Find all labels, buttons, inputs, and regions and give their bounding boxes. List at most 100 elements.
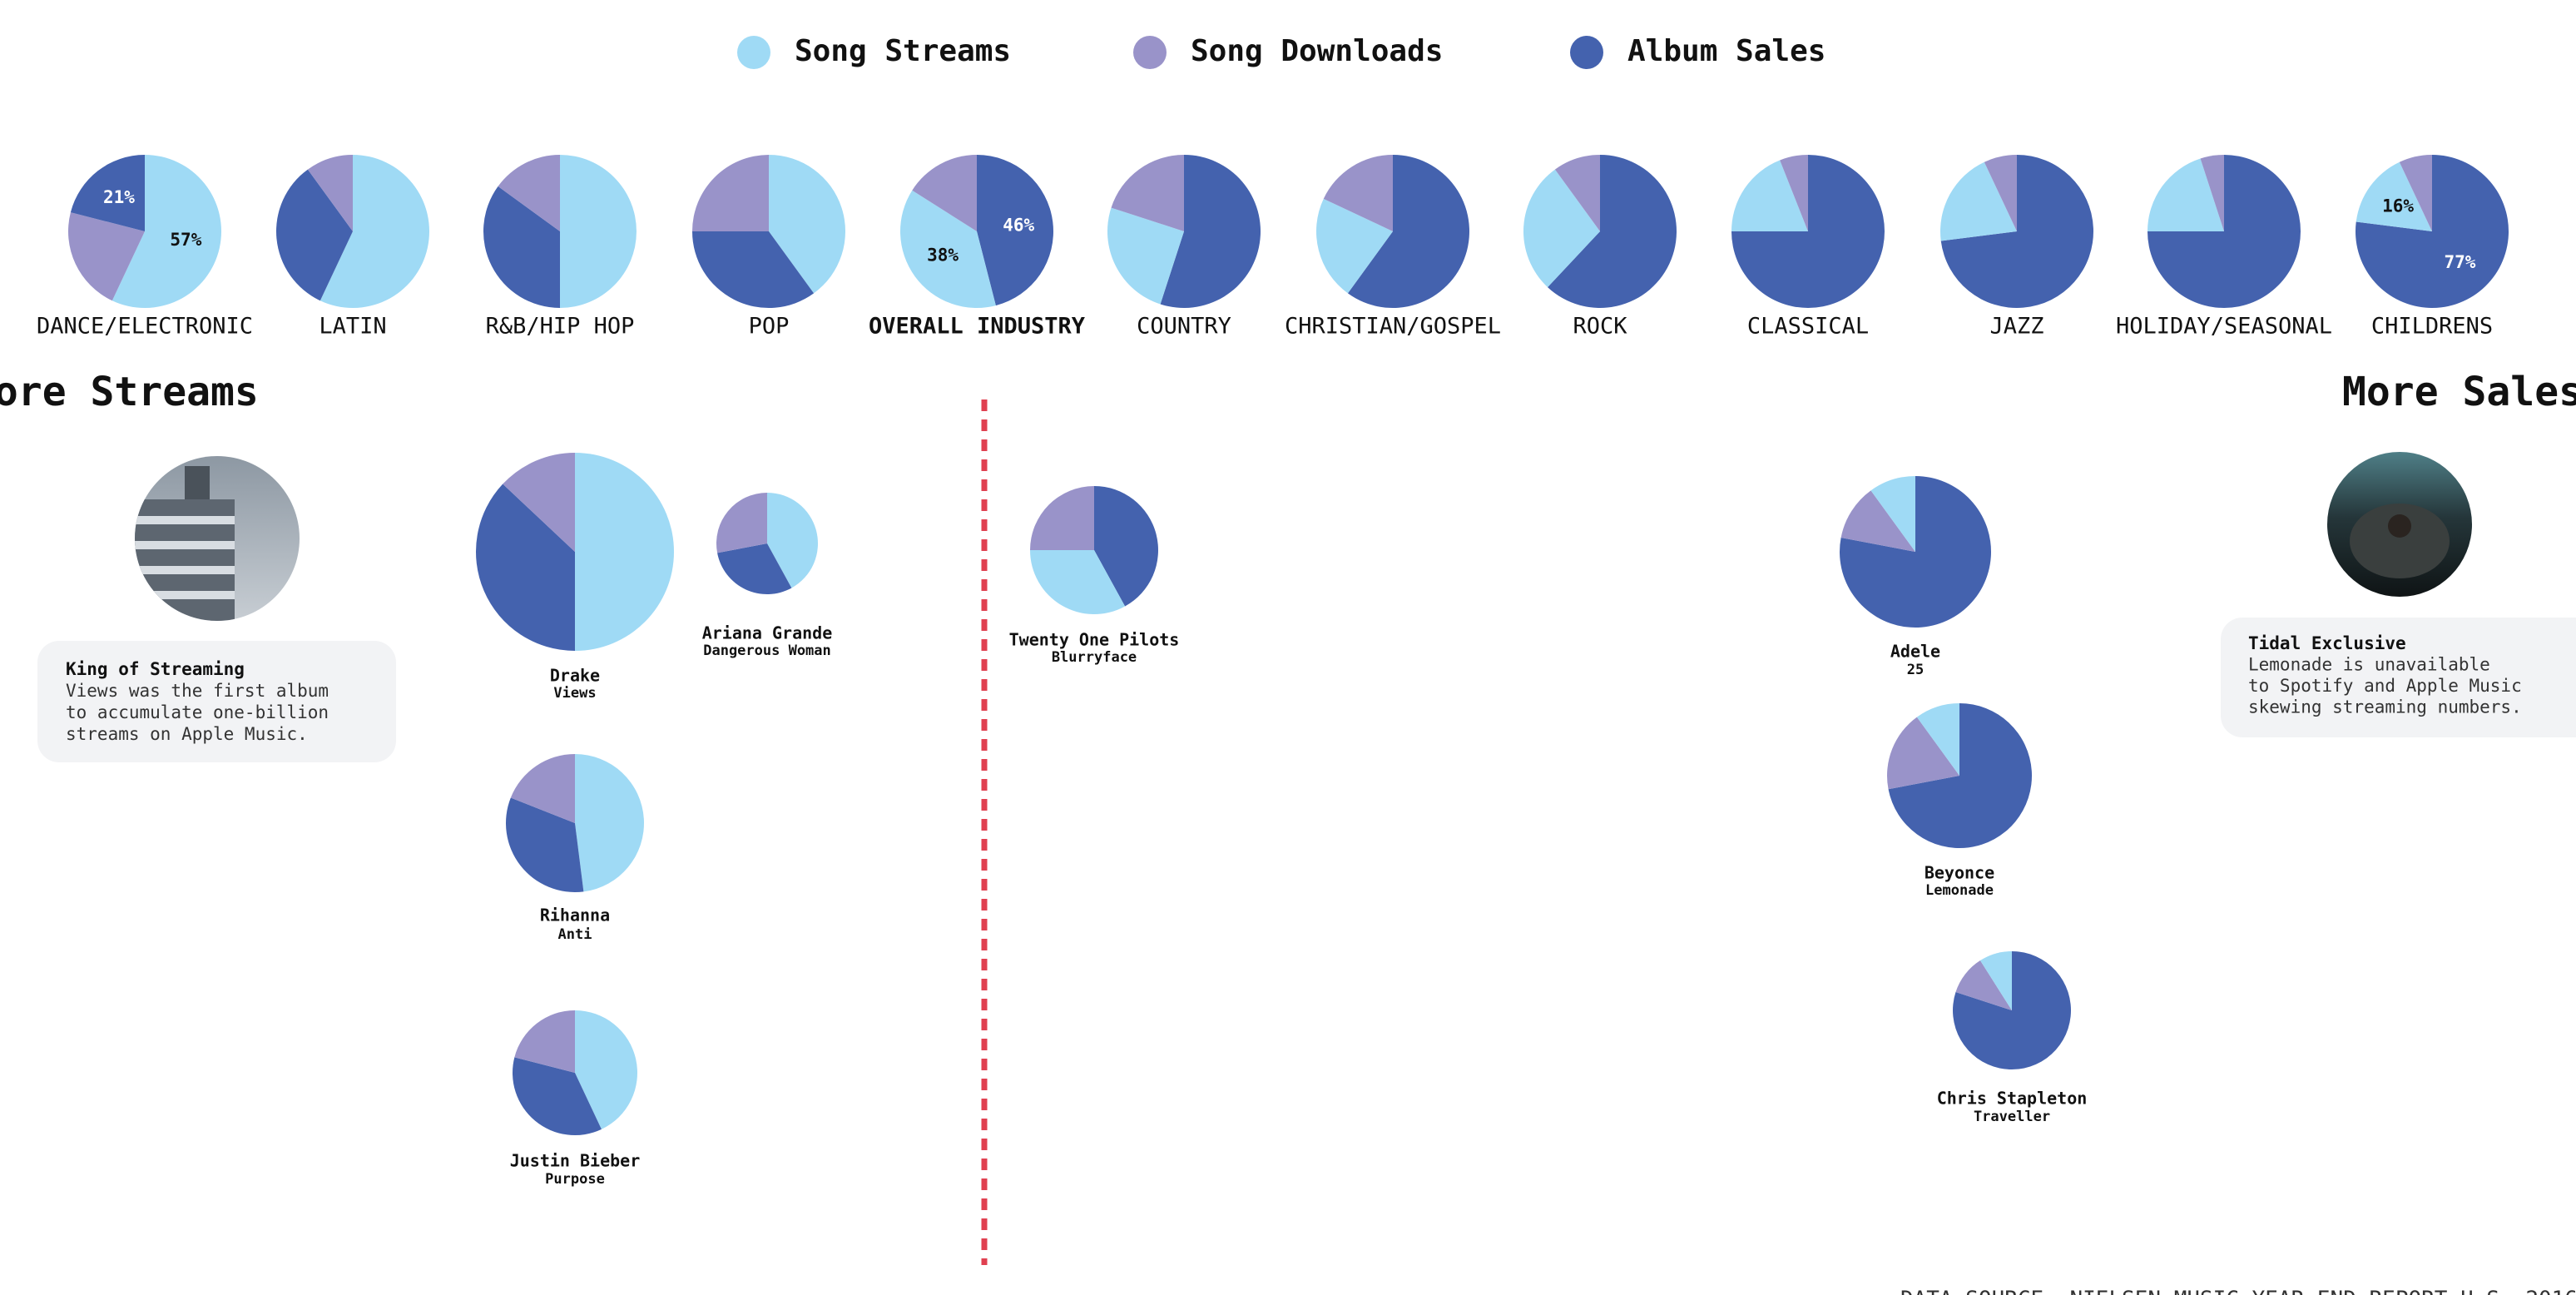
pie-slice <box>1955 960 2012 1010</box>
pie-slice <box>692 231 815 309</box>
heading: More Sales <box>2342 369 2576 415</box>
pie-slice <box>900 190 996 309</box>
pie-slice <box>1731 160 1808 231</box>
note-box <box>37 641 396 762</box>
legend-label: Album Sales <box>1627 34 1825 68</box>
note-title: Tidal Exclusive <box>2248 633 2406 653</box>
artist-album: Purpose <box>545 1171 605 1188</box>
genre-label: CHILDRENS <box>2371 314 2493 340</box>
pie-slice <box>506 797 584 893</box>
genre-label: CHRISTIAN/GOSPEL <box>1285 314 1501 340</box>
genre-label: LATIN <box>319 314 386 340</box>
pie-slice <box>1887 717 1959 790</box>
artist-name: Beyonce <box>1925 863 1994 883</box>
pie-slice <box>717 543 792 594</box>
pie-slice <box>767 493 818 588</box>
artist-album: 25 <box>1907 662 1924 678</box>
note-line: to accumulate one-billion <box>66 702 329 722</box>
artist-album: Views <box>553 685 596 702</box>
pie-value-label: 77% <box>2444 252 2475 272</box>
legend-swatch <box>737 36 770 69</box>
pie-slice <box>1979 951 2012 1010</box>
note-title: King of Streaming <box>66 659 245 679</box>
legend-label: Song Streams <box>795 34 1011 68</box>
pie-slice <box>1030 486 1094 550</box>
pie-value-label: 16% <box>2382 196 2414 216</box>
pie-slice <box>1523 169 1600 288</box>
genre-label: JAZZ <box>1989 314 2043 340</box>
pie-slice <box>1840 490 1915 552</box>
note-line: streams on Apple Music. <box>66 724 308 744</box>
legend-label: Song Downloads <box>1191 34 1443 68</box>
pie-slice <box>977 155 1054 306</box>
pie-slice <box>1916 703 1959 776</box>
genre-label: POP <box>749 314 790 340</box>
pie-slice <box>692 155 769 231</box>
note-line: to Spotify and Apple Music <box>2248 676 2522 696</box>
pie-slice <box>1888 703 2032 848</box>
pie-slice <box>2356 161 2432 231</box>
pie-slice <box>111 155 222 309</box>
genre-label: OVERALL INDUSTRY <box>869 314 1086 340</box>
legend-swatch <box>1133 36 1167 69</box>
pie-slice <box>276 169 353 301</box>
pie-slice <box>320 154 430 308</box>
source: DATA SOURCE: NIELSEN MUSIC YEAR END REPO… <box>1900 1288 2576 1295</box>
pie-slice <box>1840 476 1992 628</box>
pie-value-label: 38% <box>927 246 959 265</box>
artist-name: Rihanna <box>540 906 610 925</box>
pie-slice <box>510 753 575 823</box>
pie-slice <box>575 1010 638 1129</box>
pie-slice <box>560 155 637 308</box>
pie-slice <box>1780 155 1808 231</box>
pie-slice <box>512 1057 602 1136</box>
pie-slice <box>575 754 645 892</box>
pie-slice <box>2355 155 2509 309</box>
artist-album: Dangerous Woman <box>703 643 831 659</box>
artist-name: Justin Bieber <box>510 1151 641 1171</box>
pie-slice <box>1554 155 1600 231</box>
legend-swatch <box>1570 36 1603 69</box>
pie-slice <box>1870 476 1915 552</box>
pie-value-label: 21% <box>103 187 135 207</box>
artist-name: Adele <box>1890 642 1940 662</box>
artist-name: Drake <box>550 666 600 686</box>
genre-label: CLASSICAL <box>1747 314 1869 340</box>
pie-slice <box>1030 550 1126 614</box>
pie-slice <box>503 453 575 552</box>
note-line: skewing streaming numbers. <box>2248 697 2522 717</box>
pie-slice <box>1323 155 1393 231</box>
pie-slice <box>514 1010 575 1073</box>
pie-slice <box>1111 155 1184 231</box>
pie-slice <box>1548 155 1677 308</box>
artist-album: Lemonade <box>1925 882 1994 899</box>
pie-slice <box>769 155 845 294</box>
pie-slice <box>498 155 560 231</box>
artist-name: Chris Stapleton <box>1937 1089 2088 1109</box>
note-box <box>2221 618 2576 737</box>
genre-label: DANCE/ELECTRONIC <box>37 314 253 340</box>
heading: More Streams <box>0 369 259 415</box>
album-art-views <box>135 456 300 621</box>
pie-slice <box>475 484 575 651</box>
pie-slice <box>1940 161 2017 241</box>
genre-label: ROCK <box>1573 314 1627 340</box>
pie-slice <box>716 493 767 553</box>
pie-slice <box>1315 198 1393 294</box>
artist-album: Anti <box>558 926 592 943</box>
pie-slice <box>307 155 353 231</box>
pie-slice <box>1347 155 1469 309</box>
pie-value-label: 46% <box>1003 216 1034 236</box>
album-art-lemonade <box>2327 452 2472 597</box>
genre-label: HOLIDAY/SEASONAL <box>2116 314 2332 340</box>
note-line: Lemonade is unavailable <box>2248 655 2490 675</box>
artist-name: Ariana Grande <box>702 623 833 643</box>
pie-slice <box>2399 155 2432 231</box>
pie-slice <box>2200 155 2224 231</box>
artist-name: Twenty One Pilots <box>1009 630 1180 650</box>
pie-slice <box>68 212 145 301</box>
pie-slice <box>2147 158 2224 231</box>
pie-slice <box>70 155 145 231</box>
